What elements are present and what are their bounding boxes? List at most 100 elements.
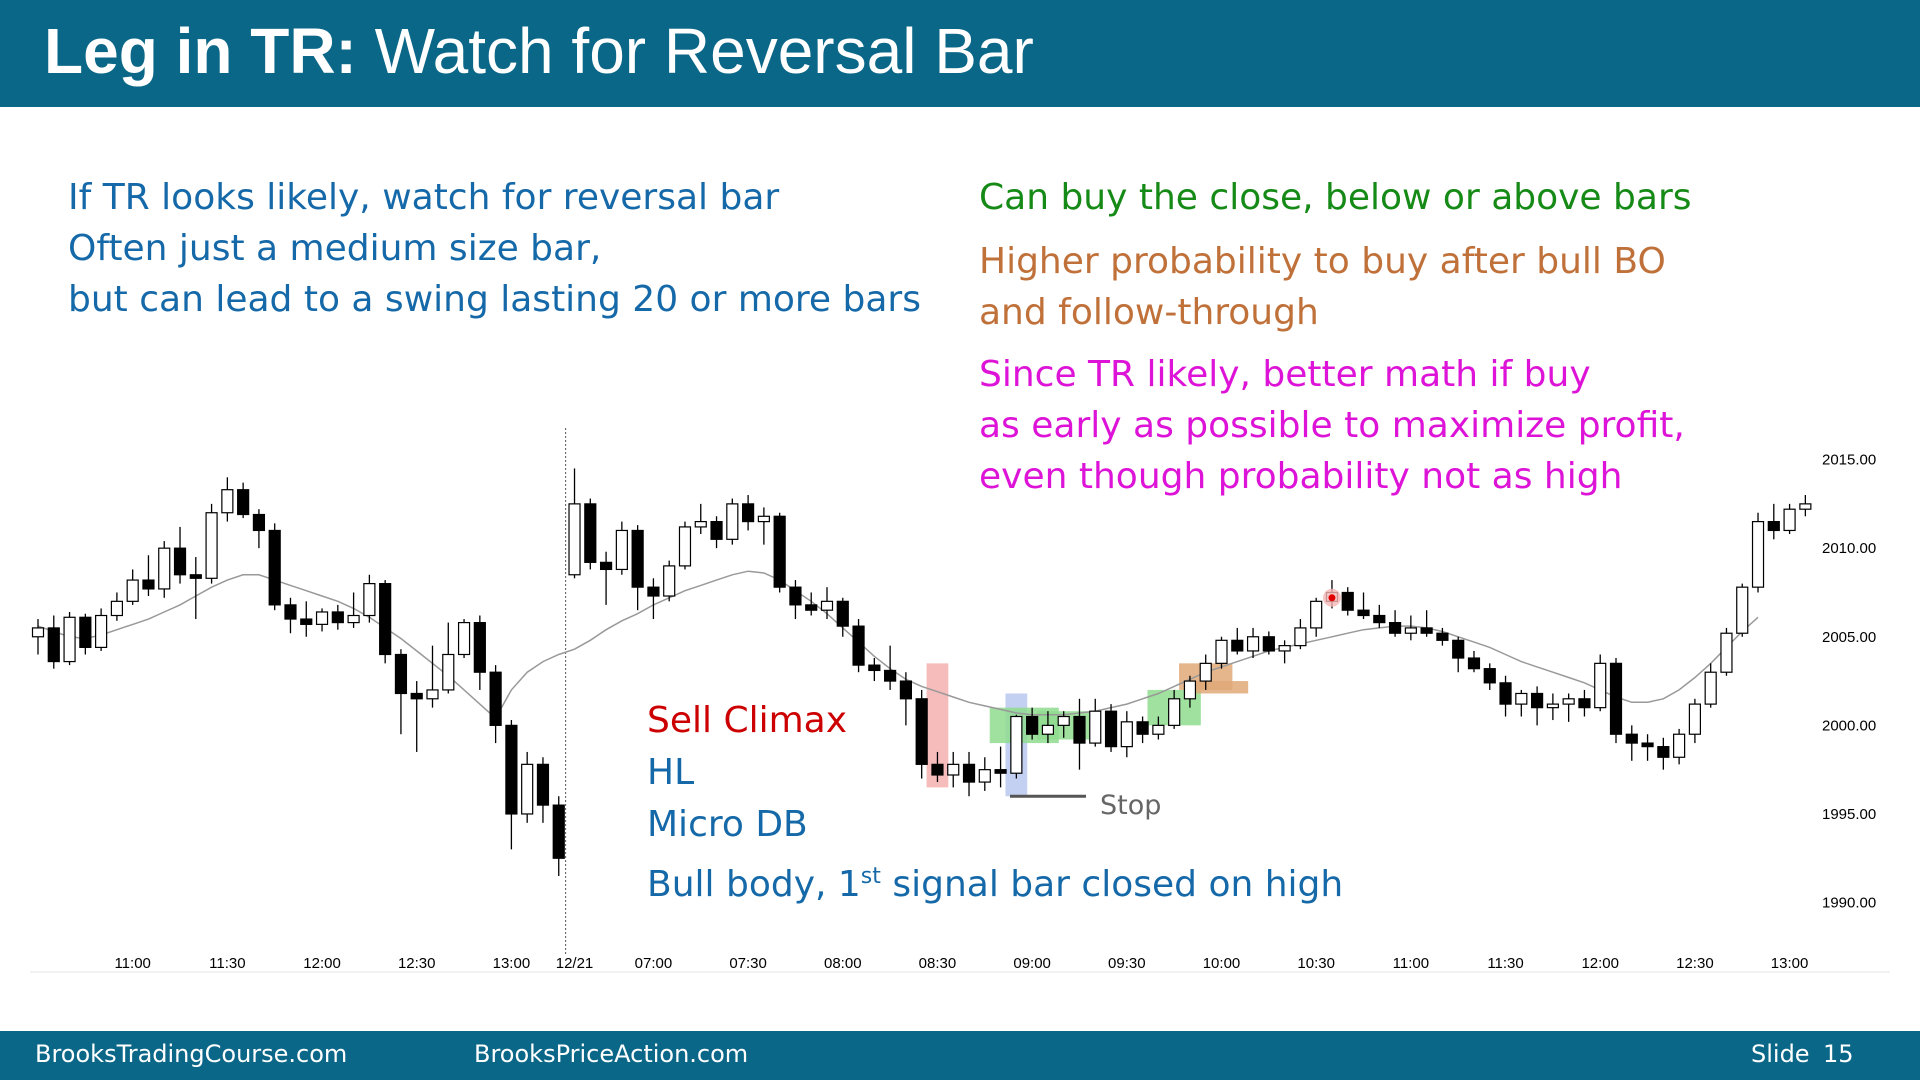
candle — [126, 569, 139, 605]
candle-body — [1530, 692, 1544, 709]
candle-body — [1388, 621, 1402, 634]
candle — [252, 509, 266, 549]
candle-body — [1168, 698, 1181, 726]
candle — [868, 658, 881, 682]
candle — [1594, 654, 1607, 712]
x-tick-label: 12:30 — [398, 955, 436, 972]
candle — [1467, 650, 1481, 673]
candle-body — [978, 769, 991, 783]
candle-body — [505, 724, 518, 815]
candle-body — [741, 503, 755, 523]
candle-body — [315, 611, 329, 625]
candle-body — [599, 561, 613, 571]
y-tick-label: 1995.00 — [1822, 806, 1876, 823]
candle-body — [1341, 591, 1354, 611]
candle-body — [915, 698, 928, 765]
candle — [1452, 636, 1465, 673]
candle-body — [1736, 586, 1749, 634]
candle-body — [142, 579, 155, 590]
candle-body — [836, 600, 849, 627]
y-tick-label: 2010.00 — [1822, 540, 1876, 557]
candle — [1736, 583, 1749, 637]
candle-body — [1452, 639, 1465, 659]
candle — [142, 555, 155, 597]
title-rest: Watch for Reversal Bar — [356, 15, 1034, 87]
sell-climax-box — [926, 663, 949, 788]
candle — [489, 665, 502, 744]
candle — [1720, 627, 1733, 676]
x-tick-label: 12:00 — [303, 955, 341, 972]
candle — [631, 525, 644, 611]
candle — [1104, 704, 1118, 752]
candle-body — [363, 583, 376, 617]
candle — [1609, 658, 1623, 744]
candle — [1089, 698, 1102, 747]
candle — [1215, 636, 1228, 669]
footer-site-1: BrooksTradingCourse.com — [35, 1040, 348, 1068]
candle — [1420, 610, 1433, 637]
candle-body — [300, 618, 313, 625]
candle-body — [205, 512, 218, 579]
x-tick-label: 09:00 — [1013, 955, 1051, 972]
candle — [410, 681, 423, 752]
candle — [457, 619, 471, 659]
candle-body — [899, 680, 913, 700]
candle — [331, 604, 344, 630]
candle — [1341, 587, 1354, 616]
candle-body — [710, 520, 723, 540]
right-note-orange-2: and follow-through — [979, 292, 1319, 333]
candle — [205, 503, 218, 584]
marker-dot — [1328, 594, 1336, 602]
candle — [1751, 512, 1765, 593]
candle-body — [1073, 715, 1086, 744]
candle-body — [631, 529, 644, 588]
candle-body — [1625, 733, 1638, 744]
candle-body — [678, 526, 692, 567]
candle-body — [1231, 639, 1244, 652]
right-note-green: Can buy the close, below or above bars — [979, 177, 1692, 218]
x-tick-label: 11:00 — [114, 955, 150, 972]
candle — [284, 597, 297, 634]
candle — [315, 608, 329, 632]
candle — [1152, 716, 1165, 740]
candle — [221, 477, 234, 522]
candle-body — [1436, 632, 1449, 641]
candle — [568, 468, 581, 579]
candle — [1562, 693, 1575, 722]
candle — [379, 580, 392, 664]
left-note-3: but can lead to a swing lasting 20 or mo… — [68, 279, 921, 320]
candle — [1641, 734, 1654, 761]
candle — [1673, 728, 1686, 765]
candle-body — [1278, 645, 1291, 652]
candle-body — [189, 574, 202, 579]
candle — [1388, 610, 1402, 637]
candle — [536, 757, 550, 823]
candle — [347, 592, 360, 628]
candle-body — [757, 515, 770, 523]
candle — [931, 751, 944, 783]
right-note-magenta-1: Since TR likely, better math if buy — [979, 354, 1591, 395]
candle — [1262, 631, 1275, 655]
left-note-1: If TR looks likely, watch for reversal b… — [68, 177, 780, 218]
y-tick-label: 2005.00 — [1822, 629, 1876, 646]
candle-body — [1041, 724, 1055, 735]
title-bold: Leg in TR: — [44, 15, 357, 87]
candle — [741, 495, 755, 531]
candle-body — [552, 804, 565, 859]
candle — [1357, 592, 1370, 620]
candle-body — [1609, 662, 1623, 735]
candle-body — [1515, 692, 1528, 705]
candle — [1057, 711, 1070, 738]
candle-body — [1751, 520, 1765, 588]
candle-body — [1720, 632, 1733, 673]
candle-body — [1483, 668, 1496, 684]
candle-body — [1310, 600, 1323, 629]
right-note-orange-1: Higher probability to buy after bull BO — [979, 241, 1666, 282]
candle-body — [884, 669, 897, 682]
candle — [1199, 654, 1212, 690]
candle — [1546, 693, 1559, 721]
candle-body — [663, 565, 676, 597]
candle-body — [394, 653, 408, 695]
candle-body — [1026, 715, 1039, 735]
y-tick-label: 2000.00 — [1822, 717, 1876, 734]
